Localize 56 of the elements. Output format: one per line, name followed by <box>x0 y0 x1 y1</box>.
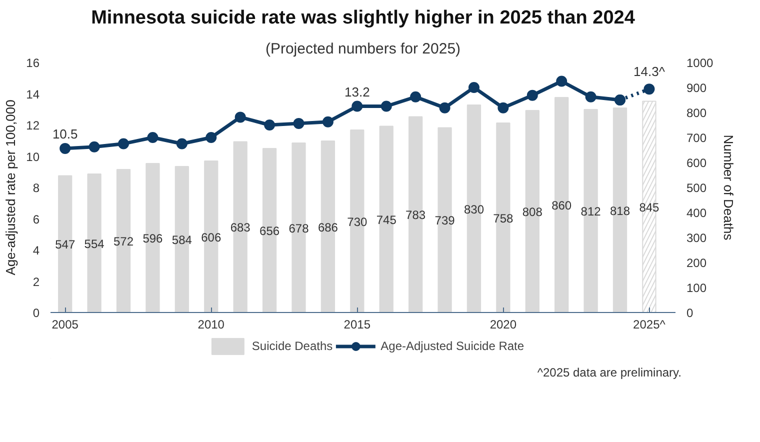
y2-axis-title: Number of Deaths <box>721 134 736 241</box>
y-tick-label: 0 <box>32 306 40 320</box>
data-label: 812 <box>580 204 602 218</box>
y2-tick-label: 800 <box>686 106 707 120</box>
data-label: 808 <box>522 205 543 219</box>
y2-tick-label: 900 <box>686 81 707 95</box>
data-label: 14.3^ <box>634 64 666 80</box>
y2-tick-label: 400 <box>686 206 707 220</box>
y2-tick-label: 0 <box>686 306 694 320</box>
y-tick-label: 10 <box>26 150 40 164</box>
y2-tick-label: 200 <box>686 256 707 270</box>
data-label: 745 <box>376 212 397 227</box>
y-tick-label: 8 <box>32 181 40 195</box>
y2-tick-label: 500 <box>686 181 707 195</box>
x-tick-label: 2015 <box>344 318 371 332</box>
y2-tick-label: 700 <box>686 131 707 145</box>
data-label: 758 <box>493 211 514 226</box>
y2-tick-label: 600 <box>686 156 707 170</box>
data-label: 739 <box>434 214 456 228</box>
legend-label: Age-Adjusted Suicide Rate <box>380 339 524 353</box>
chart-subtitle: (Projected numbers for 2025) <box>265 40 461 58</box>
y-tick-label: 12 <box>26 118 40 132</box>
legend-label: Suicide Deaths <box>252 339 333 353</box>
data-label: 860 <box>552 198 572 212</box>
data-label: 10.5 <box>52 126 78 142</box>
y2-tick-label: 300 <box>686 231 707 245</box>
y-axis-title: Age-adjusted rate per 100,000 <box>3 100 18 276</box>
y-tick-label: 4 <box>32 244 40 258</box>
y-tick-label: 6 <box>32 212 40 226</box>
data-label: 830 <box>464 202 484 216</box>
data-label: 686 <box>318 220 338 234</box>
data-label: 584 <box>172 233 192 247</box>
data-label: 783 <box>406 208 426 222</box>
data-label: 606 <box>201 230 222 244</box>
x-tick-label: 2020 <box>490 318 517 332</box>
data-label: 547 <box>55 238 76 252</box>
data-label: 678 <box>288 221 310 236</box>
data-label: 683 <box>230 220 251 235</box>
data-label: 13.2 <box>344 84 370 100</box>
text: ^2025 data are preliminary. <box>537 366 682 380</box>
data-label: 845 <box>639 200 660 214</box>
data-label: 572 <box>114 234 134 248</box>
data-label: 596 <box>142 232 164 246</box>
data-label: 656 <box>260 224 280 238</box>
data-label: 818 <box>610 204 630 218</box>
y2-tick-label: 100 <box>686 281 707 295</box>
y-tick-label: 14 <box>26 87 40 102</box>
data-label: 554 <box>84 236 105 251</box>
y2-tick-label: 1000 <box>686 56 714 70</box>
chart-title: Minnesota suicide rate was slightly higher in 2025 than 2024 <box>91 8 636 28</box>
x-tick-label: 2005 <box>52 318 79 332</box>
x-tick-label: 2010 <box>198 318 225 332</box>
y-tick-label: 2 <box>32 274 40 289</box>
x-tick-label: 2025^ <box>633 318 666 332</box>
data-label: 730 <box>347 214 368 229</box>
y-tick-label: 16 <box>26 56 40 70</box>
